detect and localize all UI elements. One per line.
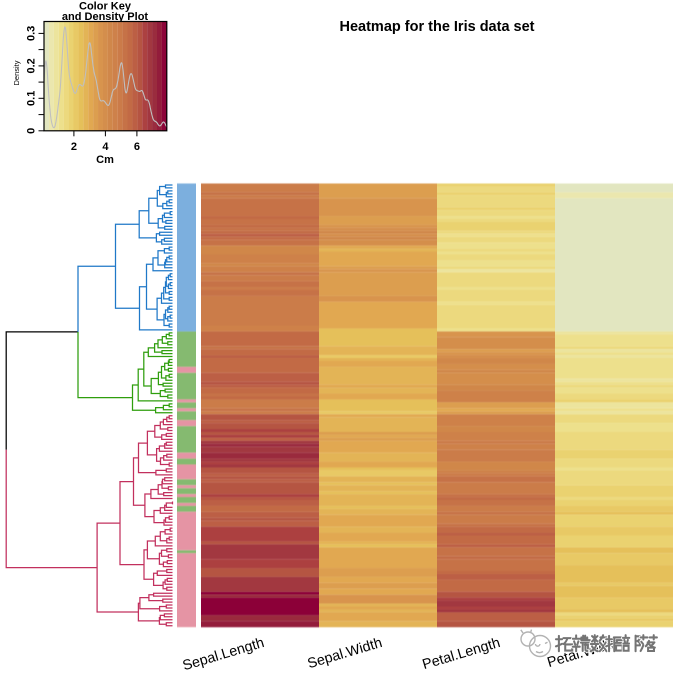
svg-text:0.1: 0.1 <box>26 91 38 106</box>
svg-text:0.2: 0.2 <box>26 58 38 73</box>
svg-text:Color Key: Color Key <box>79 1 132 13</box>
svg-text:4: 4 <box>102 141 109 153</box>
svg-text:Density: Density <box>12 60 21 85</box>
svg-text:0.3: 0.3 <box>26 26 38 41</box>
svg-text:0: 0 <box>26 128 38 134</box>
svg-text:2: 2 <box>71 141 77 153</box>
svg-text:Heatmap for the Iris data set: Heatmap for the Iris data set <box>340 19 535 35</box>
svg-text:6: 6 <box>134 141 140 153</box>
svg-text:Cm: Cm <box>96 154 114 166</box>
svg-text:and Density Plot: and Density Plot <box>62 11 149 23</box>
